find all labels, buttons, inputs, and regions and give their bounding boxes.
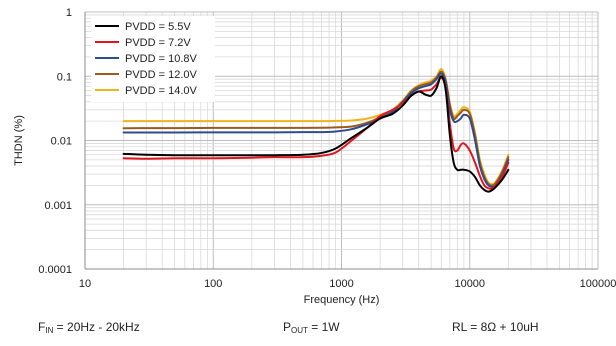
y-tick-label: 0.01: [51, 136, 72, 148]
legend-label: PVDD = 12.0V: [125, 69, 198, 81]
rl-label: RL = 8Ω + 10uH: [452, 320, 539, 334]
legend-label: PVDD = 10.8V: [125, 53, 198, 65]
fin-value: = 20Hz - 20kHz: [53, 320, 140, 334]
pout-value: = 1W: [307, 320, 340, 334]
legend-label: PVDD = 5.5V: [125, 21, 191, 33]
y-axis-label: THDN (%): [13, 115, 25, 166]
rl-text: RL = 8Ω + 10uH: [452, 320, 539, 334]
series-line: [122, 75, 510, 193]
y-tick-label: 1: [66, 7, 72, 19]
legend-label: PVDD = 14.0V: [125, 85, 198, 97]
x-tick-label: 100: [204, 278, 222, 290]
pout-subscript: OUT: [291, 326, 308, 335]
y-tick-label: 0.1: [57, 71, 72, 83]
x-tick-label: 100000: [580, 278, 616, 290]
fin-symbol: F: [38, 320, 46, 334]
x-tick-label: 10000: [454, 278, 485, 290]
series-line: [122, 72, 510, 188]
fin-subscript: IN: [45, 326, 54, 335]
series-line: [122, 76, 510, 190]
x-tick-label: 1000: [329, 278, 353, 290]
y-tick-label: 0.0001: [38, 264, 72, 276]
y-tick-label: 0.001: [44, 200, 72, 212]
x-tick-label: 10: [79, 278, 91, 290]
legend-label: PVDD = 7.2V: [125, 37, 191, 49]
pout-label: POUT = 1W: [283, 320, 340, 335]
pout-symbol: P: [283, 320, 292, 334]
fin-label: FIN = 20Hz - 20kHz: [38, 320, 140, 335]
x-axis-label: Frequency (Hz): [304, 294, 380, 306]
